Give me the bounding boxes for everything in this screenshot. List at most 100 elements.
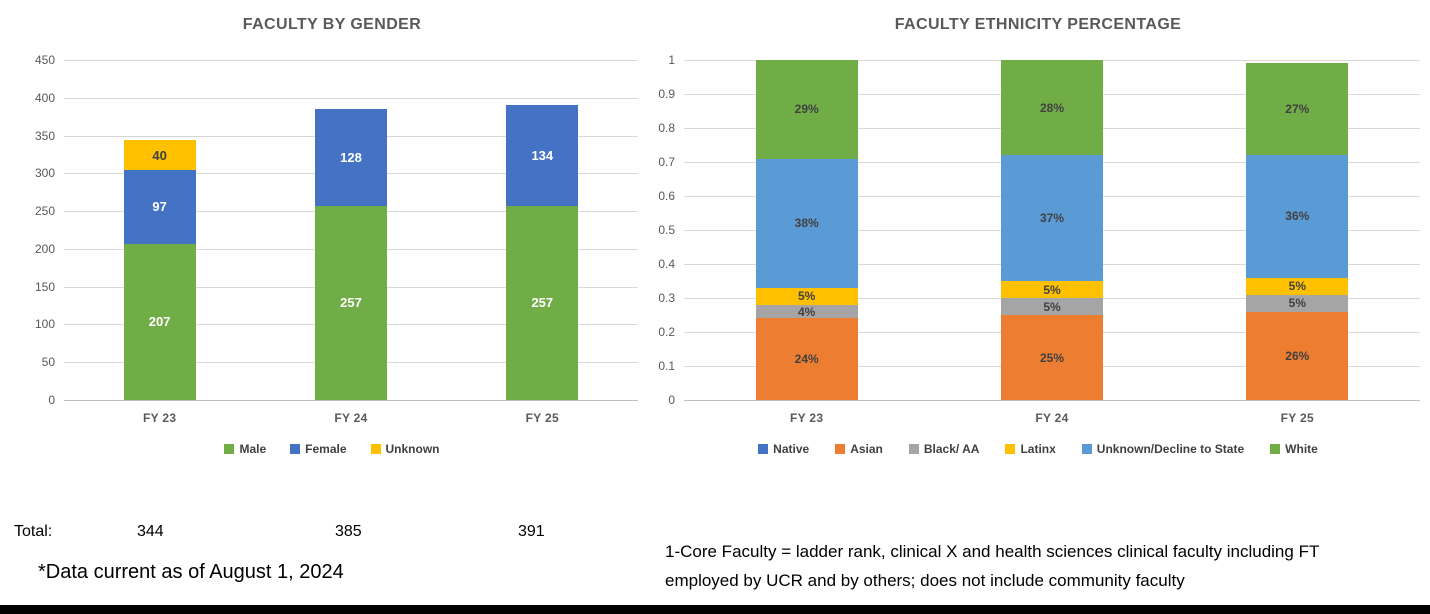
y-tick-0-7: 0.7 bbox=[658, 155, 675, 169]
x-axis-line bbox=[684, 400, 1420, 401]
bar-group-fy-24: 25% 5% 5% 37% 28% bbox=[929, 60, 1174, 400]
legend-label-white: White bbox=[1285, 442, 1318, 456]
segment-white-fy-24: 28% bbox=[1000, 60, 1103, 156]
total-fy23: 344 bbox=[137, 523, 164, 540]
y-tick-150: 150 bbox=[34, 279, 55, 294]
ethnicity-plot-area: 24% 4% 5% 38% 29% 25% 5% 5% 37% 28% 26% 5% 5% 36% 27% bbox=[684, 60, 1420, 401]
segment-female-fy-23: 97 bbox=[123, 170, 196, 244]
segment-label: 4% bbox=[797, 304, 816, 319]
total-fy24: 385 bbox=[335, 523, 362, 540]
totals-row: Total: 344 385 391 bbox=[0, 523, 660, 545]
bars-row: 207 97 40 257 128 257 134 bbox=[64, 60, 638, 400]
segment-label: 97 bbox=[152, 199, 167, 215]
x-label-fy-23: FY 23 bbox=[790, 411, 824, 425]
y-tick-0: 0 bbox=[668, 393, 675, 407]
legend-label-unknown-decline-to-state: Unknown/Decline to State bbox=[1096, 442, 1245, 456]
bottom-border-bar bbox=[0, 605, 1430, 614]
ethnicity-chart-title: FACULTY ETHNICITY PERCENTAGE bbox=[894, 16, 1182, 33]
legend-item-latinx: Latinx bbox=[1005, 442, 1056, 456]
bars-row: 24% 4% 5% 38% 29% 25% 5% 5% 37% 28% 26% 5% 5% 36% 27% bbox=[684, 60, 1420, 400]
legend-swatch-unknown-decline-to-state bbox=[1081, 444, 1092, 454]
y-tick-300: 300 bbox=[34, 166, 55, 181]
segment-latinx-fy-24: 5% bbox=[1000, 281, 1103, 298]
gridline bbox=[64, 97, 638, 99]
legend-swatch-female bbox=[290, 444, 301, 454]
segment-female-fy-25: 134 bbox=[506, 104, 579, 206]
stacked-bar-fy-24: 257 128 bbox=[314, 60, 387, 400]
legend-label-black-aa: Black/ AA bbox=[923, 442, 980, 456]
segment-label: 257 bbox=[340, 295, 362, 311]
segment-unknown-decline-to-state-fy-24: 37% bbox=[1000, 155, 1103, 281]
segment-black-aa-fy-25: 5% bbox=[1246, 294, 1349, 312]
segment-white-fy-25: 27% bbox=[1246, 63, 1349, 156]
charts-row: FACULTY BY GENDER 450 400 350 300 250 200 150 1… bbox=[0, 0, 1424, 456]
legend-item-male: Male bbox=[224, 442, 266, 456]
x-axis-line bbox=[64, 400, 638, 401]
y-tick-0-6: 0.6 bbox=[658, 189, 675, 203]
bar-group-fy-24: 257 128 bbox=[255, 60, 446, 400]
gender-chart-body: 450 400 350 300 250 200 150 100 50 0 207 97 40 257 12… bbox=[12, 53, 652, 425]
bar-group-fy-25: 257 134 bbox=[447, 60, 638, 400]
gender-x-axis: FY 23 FY 24 FY 25 bbox=[64, 411, 638, 425]
segment-black-aa-fy-24: 5% bbox=[1000, 298, 1103, 315]
legend-label-female: Female bbox=[305, 442, 347, 456]
legend-label-native: Native bbox=[773, 442, 810, 456]
y-tick-0-2: 0.2 bbox=[658, 325, 675, 339]
segment-white-fy-23: 29% bbox=[755, 60, 858, 159]
segment-label: 37% bbox=[1039, 211, 1064, 226]
segment-label: 134 bbox=[531, 147, 554, 163]
y-tick-0-5: 0.5 bbox=[658, 223, 675, 237]
segment-male-fy-24: 257 bbox=[314, 205, 387, 400]
legend-item-female: Female bbox=[290, 442, 347, 456]
y-tick-400: 400 bbox=[34, 90, 55, 105]
segment-label: 5% bbox=[797, 289, 816, 304]
segment-label: 38% bbox=[794, 216, 819, 231]
legend-swatch-asian bbox=[835, 444, 846, 454]
legend-swatch-latinx bbox=[1005, 444, 1016, 454]
legend-swatch-unknown bbox=[370, 444, 381, 454]
legend-swatch-black-aa bbox=[908, 444, 919, 454]
segment-latinx-fy-23: 5% bbox=[755, 287, 858, 305]
segment-label: 24% bbox=[794, 352, 819, 367]
y-tick-350: 350 bbox=[34, 128, 55, 143]
segment-latinx-fy-25: 5% bbox=[1246, 277, 1349, 295]
y-tick-0-1: 0.1 bbox=[658, 359, 675, 373]
ethnicity-chart-body: 1 0.9 0.8 0.7 0.6 0.5 0.4 0.3 0.2 0.1 0 24% 4% 5% 38%… bbox=[652, 53, 1424, 425]
segment-label: 36% bbox=[1285, 209, 1310, 224]
ethnicity-y-axis: 1 0.9 0.8 0.7 0.6 0.5 0.4 0.3 0.2 0.1 0 bbox=[652, 53, 684, 407]
x-label-fy-23: FY 23 bbox=[143, 411, 177, 425]
segment-black-aa-fy-23: 4% bbox=[755, 304, 858, 319]
x-label-fy-24: FY 24 bbox=[334, 411, 368, 425]
stacked-bar-fy-25: 257 134 bbox=[506, 60, 579, 400]
gridline bbox=[64, 60, 638, 61]
legend-label-unknown: Unknown bbox=[385, 442, 440, 456]
segment-label: 25% bbox=[1039, 350, 1064, 365]
stacked-bar-fy-23: 207 97 40 bbox=[123, 60, 196, 400]
legend-swatch-native bbox=[758, 444, 769, 454]
segment-male-fy-23: 207 bbox=[123, 243, 196, 400]
stacked-bar-fy-23: 24% 4% 5% 38% 29% bbox=[755, 60, 858, 400]
legend-item-asian: Asian bbox=[835, 442, 883, 456]
ethnicity-x-axis: FY 23 FY 24 FY 25 bbox=[684, 411, 1420, 425]
stacked-bar-fy-25: 26% 5% 5% 36% 27% bbox=[1246, 60, 1349, 400]
footnote-core-faculty-line-1: 1-Core Faculty = ladder rank, clinical X… bbox=[665, 542, 1320, 561]
segment-unknown-decline-to-state-fy-25: 36% bbox=[1246, 155, 1349, 278]
legend-swatch-white bbox=[1270, 444, 1281, 454]
segment-label: 5% bbox=[1043, 282, 1061, 297]
y-tick-0-3: 0.3 bbox=[658, 291, 675, 305]
bar-group-fy-23: 24% 4% 5% 38% 29% bbox=[684, 60, 929, 400]
legend-item-unknown-decline-to-state: Unknown/Decline to State bbox=[1081, 442, 1245, 456]
x-label-fy-24: FY 24 bbox=[1035, 411, 1069, 425]
legend-label-male: Male bbox=[239, 442, 267, 456]
faculty-by-gender-chart: FACULTY BY GENDER 450 400 350 300 250 200 150 1… bbox=[0, 0, 652, 456]
ethnicity-plot-column: 24% 4% 5% 38% 29% 25% 5% 5% 37% 28% 26% 5% 5% 36% 27% … bbox=[684, 60, 1420, 425]
segment-label: 5% bbox=[1288, 279, 1306, 294]
footnote-data-current: *Data current as of August 1, 2024 bbox=[38, 561, 344, 583]
footnote-core-faculty-line-2: employed by UCR and by others; does not … bbox=[665, 571, 1185, 590]
y-tick-450: 450 bbox=[34, 53, 55, 67]
stacked-bar-fy-24: 25% 5% 5% 37% 28% bbox=[1000, 60, 1103, 400]
segment-label: 257 bbox=[531, 295, 554, 311]
legend-item-native: Native bbox=[758, 442, 809, 456]
segment-female-fy-24: 128 bbox=[314, 109, 387, 206]
legend-item-unknown: Unknown bbox=[370, 442, 440, 456]
